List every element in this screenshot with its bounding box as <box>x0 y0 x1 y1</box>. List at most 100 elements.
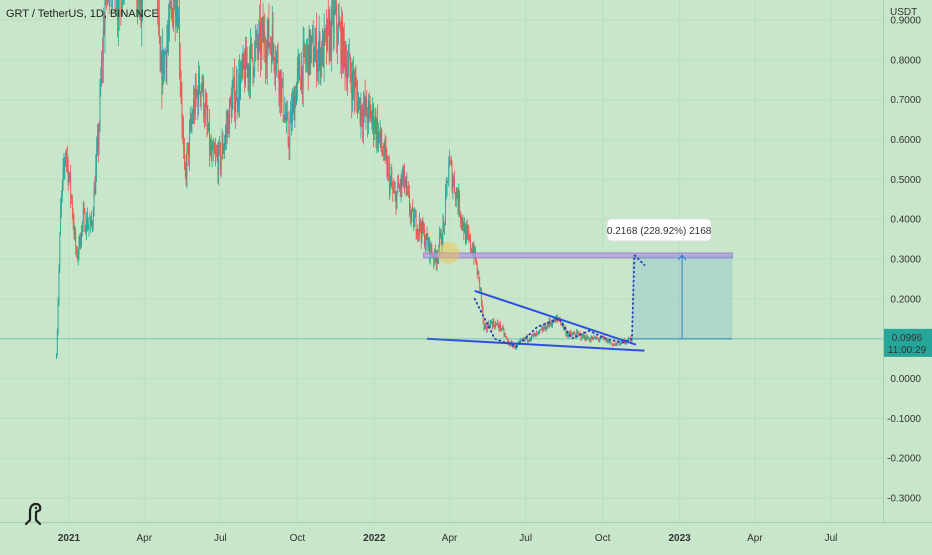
candle-body <box>238 103 239 104</box>
candle-body <box>175 0 176 18</box>
candle-body <box>584 336 585 338</box>
candle-body <box>401 176 402 190</box>
candle-body <box>187 150 188 176</box>
candle-body <box>266 62 267 63</box>
candle-body <box>254 46 255 72</box>
tradingview-logo[interactable] <box>26 504 40 524</box>
candle-body <box>138 0 139 2</box>
candle-body <box>79 237 80 247</box>
candle-body <box>326 27 327 49</box>
candle-body <box>331 8 332 52</box>
candle-body <box>351 83 352 100</box>
candle-body <box>215 153 216 154</box>
candle-body <box>259 22 260 29</box>
candle-body <box>84 211 85 212</box>
candle-body <box>302 66 303 89</box>
candle-body <box>370 104 371 110</box>
candle-body <box>440 232 441 234</box>
candle-body <box>402 177 403 184</box>
candle-body <box>417 229 418 235</box>
candle-body <box>263 21 264 42</box>
candle-body <box>537 333 538 334</box>
candle-body <box>378 132 379 144</box>
candle-body <box>229 100 230 133</box>
candle-body <box>467 229 468 231</box>
candle-body <box>478 272 479 278</box>
highlight-circle[interactable] <box>438 242 460 264</box>
candle-body <box>345 46 346 71</box>
candle-body <box>218 145 219 174</box>
candle-body <box>216 153 217 154</box>
candle-body <box>366 99 367 111</box>
candle-body <box>233 78 234 85</box>
candle-body <box>420 220 421 229</box>
candle-body <box>61 196 62 206</box>
candle-body <box>347 70 348 82</box>
candle-body <box>577 332 578 333</box>
candle-body <box>189 130 190 157</box>
candle-body <box>264 31 265 50</box>
candle-body <box>478 272 479 275</box>
candle-body <box>321 50 322 64</box>
candle-body <box>196 84 197 94</box>
candle-body <box>398 182 399 187</box>
candle-body <box>177 0 178 28</box>
candle-body <box>69 177 70 183</box>
candle-body <box>85 232 86 233</box>
candle-body <box>514 345 515 349</box>
candle-body <box>102 60 103 61</box>
candle-body <box>591 337 592 338</box>
candle-body <box>547 324 548 328</box>
candle-body <box>287 113 288 119</box>
price-tick-label: 0.8000 <box>890 55 921 66</box>
candle-body <box>385 143 386 150</box>
candle-body <box>193 100 194 119</box>
candle-body <box>330 22 331 52</box>
candle-body <box>616 343 617 344</box>
candle-body <box>249 66 250 83</box>
candle-body <box>278 51 279 74</box>
candle-body <box>104 28 105 32</box>
candle-body <box>422 221 423 239</box>
wedge-lower-line[interactable] <box>427 339 644 351</box>
candle-body <box>463 227 464 233</box>
candle-body <box>338 22 339 43</box>
candle-body <box>415 214 416 217</box>
candle-body <box>262 21 263 31</box>
candle-body <box>187 143 188 150</box>
candle-body <box>389 167 390 191</box>
candle-body <box>91 218 92 226</box>
candle-body <box>203 79 204 114</box>
time-tick-label: Apr <box>136 533 152 544</box>
candle-body <box>479 277 480 289</box>
candle-body <box>220 146 221 169</box>
candle-body <box>66 153 67 157</box>
candle-body <box>346 63 347 82</box>
candle-body <box>211 146 212 159</box>
candle-body <box>596 338 597 339</box>
candle-body <box>327 19 328 49</box>
candle-body <box>552 323 553 325</box>
candle-body <box>64 166 65 167</box>
candle-body <box>78 252 79 258</box>
candle-body <box>582 334 583 338</box>
candle-body <box>222 142 223 157</box>
candle-body <box>571 334 572 335</box>
candle-body <box>305 56 306 61</box>
candle-body <box>384 143 385 156</box>
candle-body <box>568 335 569 337</box>
price-tick-label: 0.5000 <box>890 175 921 186</box>
candle-body <box>345 63 346 71</box>
candle-body <box>213 146 214 153</box>
candle-body <box>58 302 59 332</box>
candle-body <box>308 46 309 76</box>
candle-body <box>453 182 454 189</box>
projection-path[interactable] <box>475 255 645 347</box>
candle-body <box>275 67 276 70</box>
candle-body <box>100 82 101 90</box>
candle-body <box>390 179 391 191</box>
candle-body <box>98 136 99 148</box>
